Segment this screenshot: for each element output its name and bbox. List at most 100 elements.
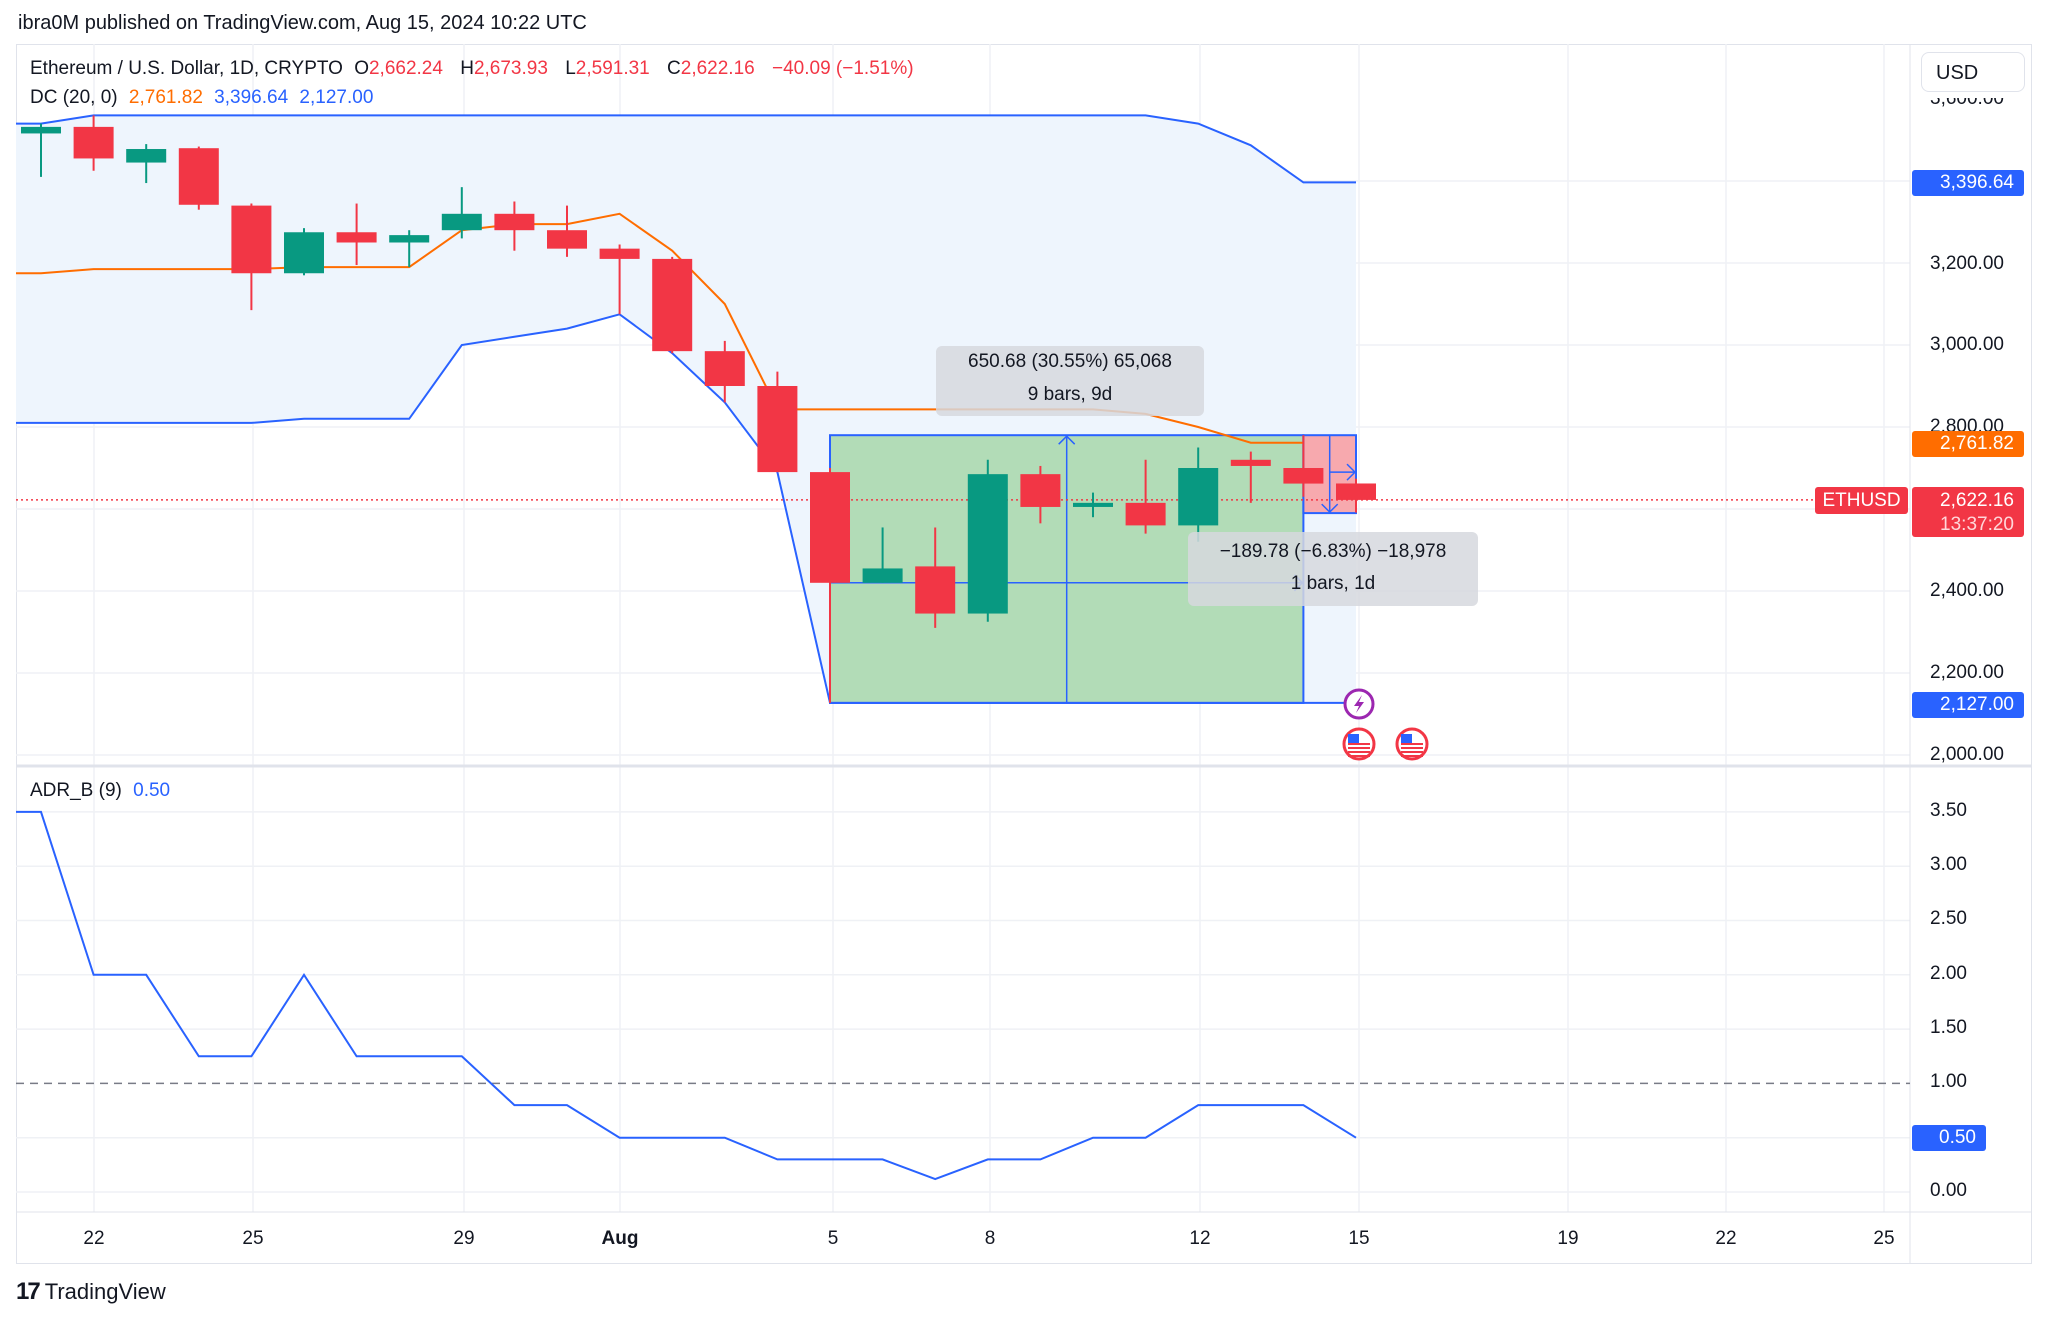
time-axis-label: 5 [827,1228,839,1249]
open-label: O [354,58,369,79]
candle-body [862,568,903,583]
time-axis-label: Aug [601,1228,639,1249]
symbol-legend: Ethereum / U.S. Dollar, 1D, CRYPTO O2,66… [30,58,920,80]
adr-tick: 2.00 [1930,963,1967,984]
candle-body [547,230,587,249]
short-position-bars: 1 bars, 1d [1290,573,1376,594]
candle-body [126,149,167,163]
us-flag-icon [1348,743,1370,745]
open-value: 2,662.24 [368,58,443,79]
adr-tick: 1.00 [1930,1071,1967,1092]
candle-body [652,258,693,352]
dc-lower-price-tag: 2,127.00 [1912,692,2024,718]
chart-frame [16,44,2032,1264]
high-value: 2,673.93 [473,58,548,79]
time-axis-label: 15 [1348,1228,1370,1249]
candle-body [389,235,430,243]
adr-tick: 3.50 [1930,800,1967,821]
symbol-title[interactable]: Ethereum / U.S. Dollar, 1D, CRYPTO [30,58,343,79]
time-axis-label: 25 [242,1228,264,1249]
price-tick: 2,200.00 [1930,662,2004,683]
time-axis-label: 22 [83,1228,105,1249]
candle-body [231,205,272,274]
long-position-label: 650.68 (30.55%) 65,068 9 bars, 9d [936,346,1204,416]
low-value: 2,591.31 [575,58,650,79]
adr-line [16,810,1357,1181]
time-axis-label: 19 [1557,1228,1579,1249]
bar-countdown: 13:37:20 [1940,514,2014,535]
price-tick: 3,600.00 [1930,88,2004,109]
candle-body [1073,502,1113,507]
candle-body [21,126,61,134]
arrow-up-icon [1058,435,1076,445]
adr-tick: 3.00 [1930,854,1967,875]
us-flag-icon [1401,743,1423,745]
close-label: C [667,58,681,79]
adr-title[interactable]: ADR_B (9) [30,780,122,801]
candle-body [967,474,1008,614]
adr-value: 0.50 [133,780,171,801]
candle-body [1020,474,1061,507]
adr-tick: 2.50 [1930,908,1967,929]
candle-body [494,213,535,231]
us-flag-icon [1401,755,1423,757]
candle-body [441,213,482,231]
short-position-label: −189.78 (−6.83%) −18,978 1 bars, 1d [1188,532,1478,606]
candle-body [757,386,798,473]
price-tick: 3,200.00 [1930,253,2004,274]
close-value: 2,622.16 [680,58,755,79]
time-axis-label: 25 [1873,1228,1895,1249]
us-flag-icon [1348,751,1370,753]
candle-body [1178,468,1219,526]
tradingview-logo-icon: 17 [16,1278,41,1305]
adr-legend: ADR_B (9) 0.50 [30,780,176,802]
candle-body [1336,483,1376,500]
time-axis-label: 8 [984,1228,996,1249]
arrow-down-icon [1321,503,1339,514]
us-flag-icon [1401,734,1412,743]
tradingview-logo[interactable]: 17 TradingView [16,1278,166,1306]
high-label: H [460,58,474,79]
dc-upper-line [16,114,1356,184]
candle-body [1125,502,1166,526]
tradingview-wordmark: TradingView [44,1279,166,1304]
dc-lower-value: 2,127.00 [299,87,374,108]
lightning-icon [1354,695,1364,713]
dc-basis-price-tag: 2,761.82 [1912,431,2024,457]
currency-button[interactable]: USD [1921,52,2025,92]
dc-title[interactable]: DC (20, 0) [30,87,118,108]
dc-upper-value: 3,396.64 [214,87,289,108]
time-axis-label: 12 [1189,1228,1211,1249]
price-tick: 3,000.00 [1930,334,2004,355]
long-position-stats: 650.68 (30.55%) 65,068 [968,351,1172,372]
time-axis-label: 22 [1715,1228,1737,1249]
dc-basis-value: 2,761.82 [128,87,203,108]
last-price-value: 2,622.16 [1940,490,2014,511]
candle-body [915,566,956,614]
change-value: −40.09 (−1.51%) [772,58,914,79]
published-caption: ibra0M published on TradingView.com, Aug… [18,12,587,34]
long-position-bars: 9 bars, 9d [1027,384,1113,405]
candle-body [599,248,640,259]
us-flag-icon [1348,734,1359,743]
candle-body [284,232,324,274]
price-tick: 2,400.00 [1930,580,2004,601]
candle-body [73,126,114,159]
dc-upper-price-tag: 3,396.64 [1912,170,2024,196]
us-flag-icon [1401,747,1423,749]
last-price-tag: 2,622.16 13:37:20 [1912,487,2024,537]
time-axis-label: 29 [453,1228,475,1249]
candle-body [1283,468,1324,484]
adr-value-tag: 0.50 [1912,1125,1986,1151]
candle-body [336,232,377,243]
adr-tick: 1.50 [1930,1017,1967,1038]
us-flag-icon [1401,751,1423,753]
price-tick: 2,000.00 [1930,744,2004,765]
dc-legend: DC (20, 0) 2,761.82 3,396.64 2,127.00 [30,87,379,109]
low-label: L [565,58,576,79]
us-flag-icon [1348,747,1370,749]
candle-body [178,148,219,205]
candle-body [810,472,850,583]
us-flag-icon [1348,755,1370,757]
